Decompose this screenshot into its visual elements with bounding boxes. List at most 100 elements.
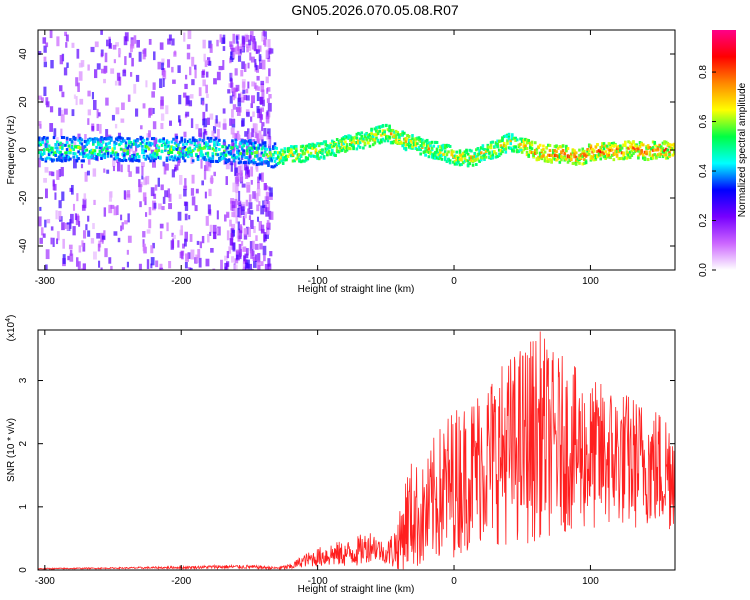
spectrogram-ridge-cell: [622, 143, 625, 147]
spectrogram-ridge-cell: [242, 140, 246, 144]
spectrogram-ridge-cell: [239, 160, 242, 164]
spectrogram-ridge-cell: [141, 136, 144, 140]
spectrogram-ridge-cell: [157, 146, 161, 150]
spectrogram-noise-cell: [237, 207, 240, 218]
spectrogram-ridge-cell: [401, 144, 404, 148]
spectrogram-noise-cell: [251, 268, 254, 270]
spectrogram-ridge-cell: [170, 155, 174, 159]
spectrogram-noise-cell: [249, 241, 254, 251]
spectrogram-ridge-cell: [267, 162, 270, 166]
spectrogram-noise-cell: [184, 231, 189, 242]
spectrogram-noise-cell: [40, 227, 44, 236]
spectrogram-ridge-cell: [214, 148, 218, 152]
spectrogram-ridge-cell: [88, 138, 92, 142]
spectrogram-ridge-cell: [103, 154, 107, 158]
spectrogram-ridge-cell: [188, 146, 192, 150]
spectrogram-ridge-cell: [258, 157, 262, 161]
spectrogram-ridge-cell: [160, 139, 164, 143]
spectrogram-ridge-cell: [470, 159, 473, 163]
spectrogram-ridge-cell: [219, 157, 223, 161]
spectrogram-ridge-cell: [46, 136, 49, 140]
spectrogram-ridge-cell: [458, 153, 462, 157]
spectrogram-noise-cell: [161, 206, 165, 211]
spectrogram-ridge-cell: [648, 146, 652, 150]
spectrogram-ridge-cell: [105, 137, 108, 141]
spectrogram-ridge-cell: [41, 141, 44, 145]
spectrogram-noise-cell: [232, 118, 235, 124]
spectrogram-noise-cell: [255, 192, 259, 203]
spectrogram-noise-cell: [87, 64, 90, 71]
spectrogram-ridge-cell: [168, 148, 172, 152]
spectrogram-noise-cell: [96, 123, 100, 131]
spectrogram-ridge-cell: [409, 143, 413, 147]
spectrogram-ridge-cell: [126, 137, 129, 141]
spectrogram-noise-cell: [142, 49, 146, 60]
spectrogram-noise-cell: [74, 213, 77, 221]
snr-y-tick-label: 2: [18, 440, 29, 446]
spectrogram-ridge-cell: [290, 145, 293, 149]
spectrogram-ridge-cell: [578, 154, 581, 158]
spectrogram-ridge-cell: [538, 156, 542, 160]
spectrogram-ridge-cell: [651, 140, 655, 144]
spectrogram-ridge-cell: [483, 148, 486, 152]
spectrogram-noise-cell: [100, 30, 103, 35]
spectrogram-ridge-cell: [78, 152, 82, 156]
spectrogram-noise-cell: [222, 46, 226, 51]
spectrogram-noise-cell: [96, 108, 99, 119]
spectrogram-ridge-cell: [548, 158, 552, 162]
spectrogram-ridge-cell: [484, 155, 488, 159]
spectrogram-ridge-cell: [489, 154, 493, 158]
spectrogram-noise-cell: [228, 83, 231, 88]
spectrogram-noise-cell: [255, 64, 258, 71]
spectrogram-ridge-cell: [213, 140, 216, 144]
spectrogram-ridge-cell: [605, 154, 609, 158]
spectrogram-ridge-cell: [234, 144, 238, 148]
spectrogram-noise-cell: [39, 237, 43, 244]
spectrogram-ridge-cell: [386, 135, 390, 139]
spectrogram-ridge-cell: [542, 154, 545, 158]
snr-x-tick-label: -100: [308, 576, 328, 587]
spectrogram-ridge-cell: [198, 138, 202, 142]
spectrogram-ridge-cell: [164, 145, 167, 149]
spectrogram-ridge-cell: [422, 150, 426, 154]
spectrogram-noise-cell: [265, 207, 270, 217]
spectrogram-ridge-cell: [673, 150, 675, 154]
spectrogram-ridge-cell: [329, 143, 332, 147]
spectrogram-noise-cell: [115, 42, 119, 47]
spectrogram-ridge-cell: [605, 144, 609, 148]
spectrogram-ridge-cell: [496, 154, 499, 158]
spectrogram-noise-cell: [103, 68, 107, 74]
spectrogram-ridge-cell: [555, 144, 558, 148]
spectrogram-ridge-cell: [581, 147, 585, 151]
spectrogram-noise-cell: [245, 248, 249, 256]
spectrogram-ridge-cell: [605, 146, 609, 150]
spectrogram-ridge-cell: [502, 141, 506, 145]
spectrogram-noise-cell: [201, 180, 204, 186]
spectrogram-ridge-cell: [481, 156, 485, 160]
spectrogram-noise-cell: [59, 54, 64, 65]
spectrogram-ridge-cell: [239, 142, 242, 146]
spectrogram-ridge-cell: [229, 149, 233, 153]
spectrogram-ridge-cell: [124, 152, 128, 156]
spectrogram-noise-cell: [127, 213, 130, 223]
spectrogram-ridge-cell: [504, 147, 508, 151]
spectrogram-noise-cell: [190, 249, 195, 260]
spectrogram-ridge-cell: [370, 128, 373, 132]
spectrogram-ridge-cell: [270, 159, 274, 163]
spectrogram-ridge-cell: [224, 158, 228, 162]
spectrogram-ridge-cell: [365, 137, 368, 141]
spectrogram-noise-cell: [259, 96, 264, 104]
spectrogram-noise-cell: [236, 254, 239, 260]
spectrogram-ridge-cell: [326, 151, 329, 155]
spectrogram-ridge-cell: [507, 146, 511, 150]
spectrogram-ridge-cell: [352, 147, 355, 151]
spectrogram-ridge-cell: [499, 149, 503, 153]
spectrogram-ridge-cell: [393, 139, 396, 143]
spectrogram-noise-cell: [255, 162, 258, 170]
spectrogram-ridge-cell: [609, 156, 612, 160]
spectrogram-ridge-cell: [134, 143, 138, 147]
spectrogram-noise-cell: [261, 134, 264, 141]
spectrogram-noise-cell: [91, 126, 95, 132]
spectrogram-ridge-cell: [502, 147, 506, 151]
spectrogram-ridge-cell: [622, 153, 625, 157]
